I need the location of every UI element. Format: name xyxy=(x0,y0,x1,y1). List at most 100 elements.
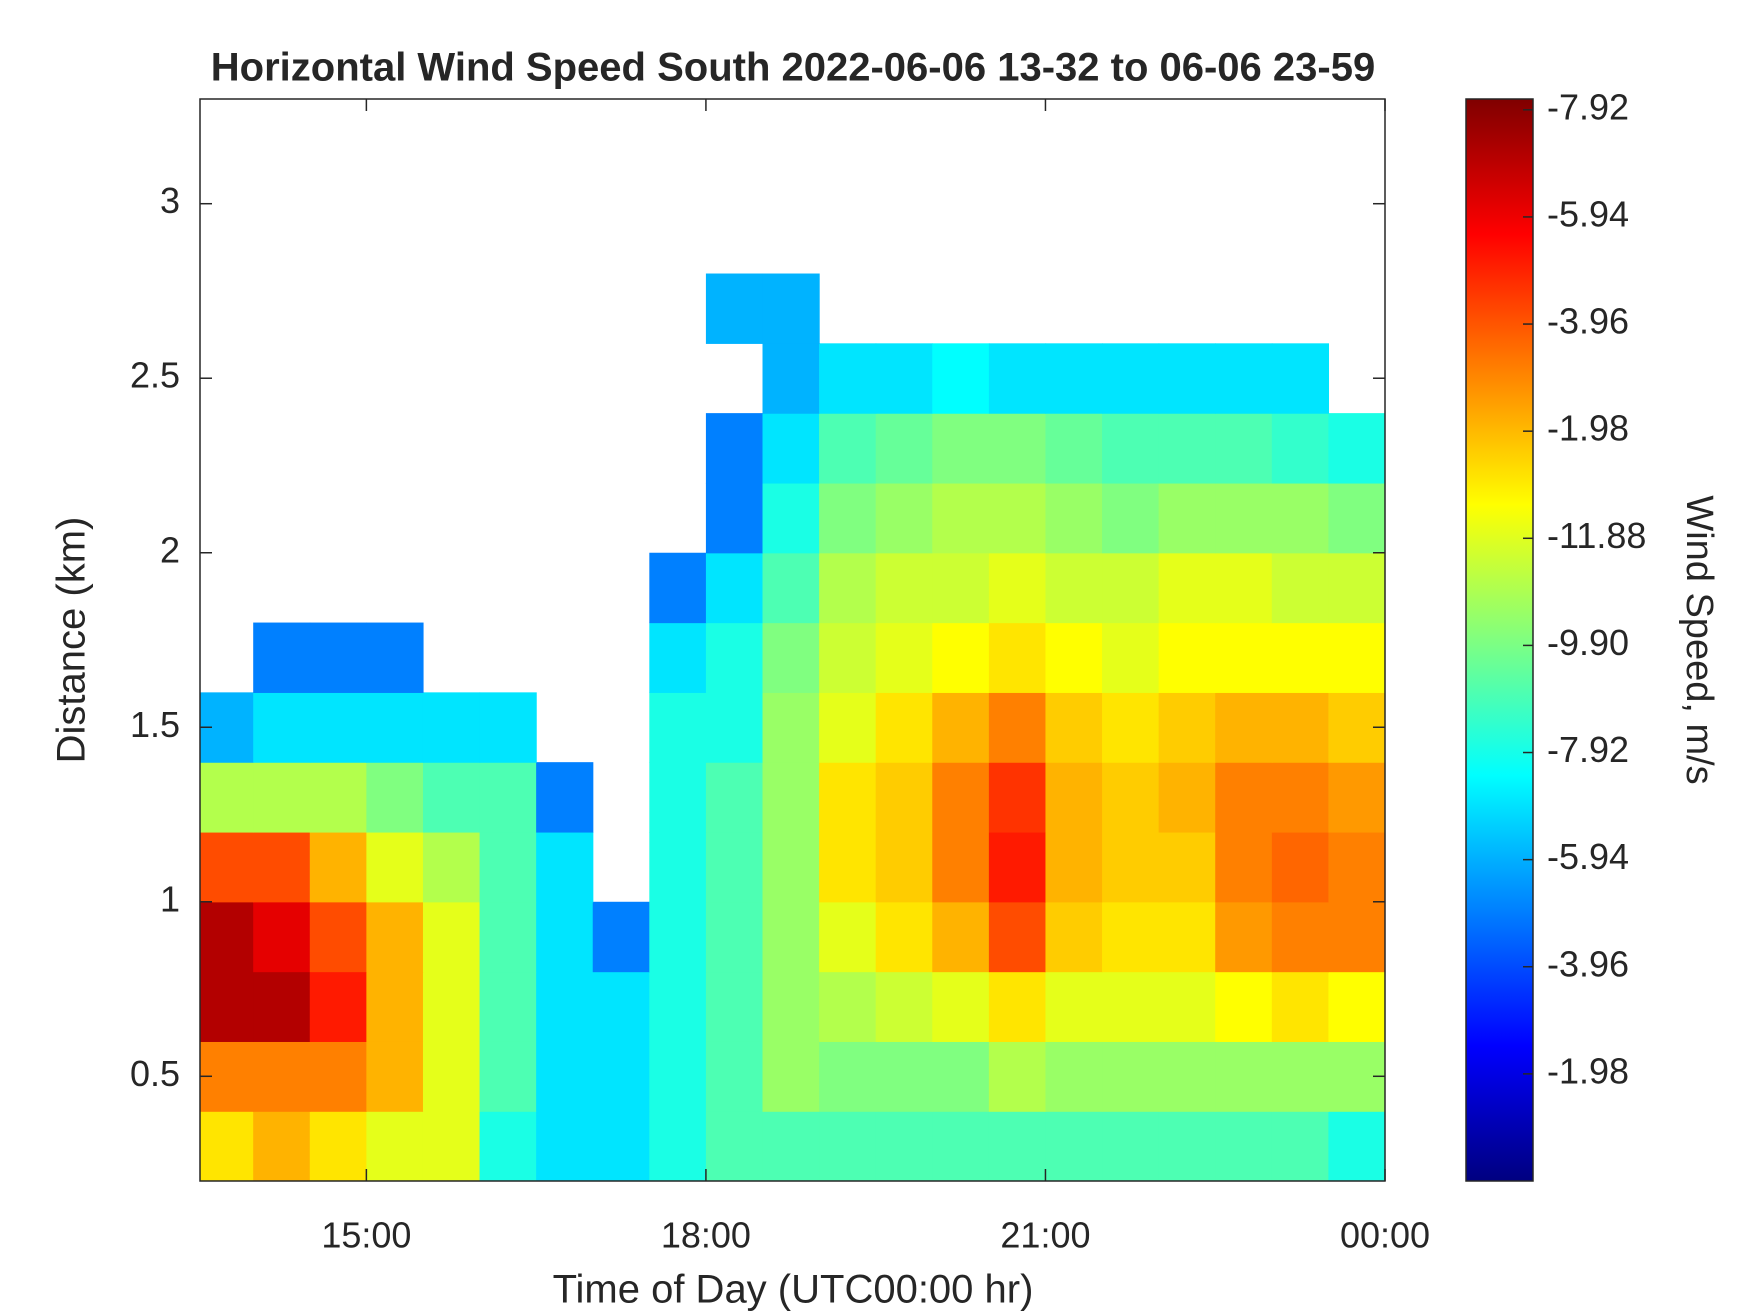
heat-cell xyxy=(309,622,367,693)
heat-cell xyxy=(253,831,311,903)
heat-cell xyxy=(1215,971,1273,1042)
heat-cell xyxy=(200,1111,254,1181)
heat-cell xyxy=(875,482,933,554)
heat-cell xyxy=(1158,692,1216,763)
heat-cell xyxy=(253,762,311,833)
heat-cell xyxy=(309,762,367,833)
heat-cell xyxy=(1158,1041,1216,1112)
heat-cell xyxy=(819,413,877,484)
heat-cell xyxy=(1215,552,1273,624)
heat-cell xyxy=(1271,552,1330,624)
heat-cell xyxy=(875,343,933,414)
heat-cell xyxy=(1102,343,1160,414)
heat-cell xyxy=(422,1111,481,1181)
heat-cell xyxy=(762,831,820,903)
heat-cell xyxy=(1045,901,1103,973)
heat-cell xyxy=(1158,413,1216,484)
heat-cell xyxy=(479,1041,537,1112)
heat-cell xyxy=(479,1111,537,1181)
heat-cell xyxy=(705,552,764,624)
heat-cell xyxy=(1328,622,1385,693)
heat-cell xyxy=(309,971,367,1042)
heat-cell xyxy=(705,971,764,1042)
heat-cell xyxy=(366,692,424,763)
heat-cell xyxy=(932,831,990,903)
heat-cell xyxy=(988,413,1047,484)
heat-cell xyxy=(366,762,424,833)
heat-cell xyxy=(366,1111,424,1181)
heat-cell xyxy=(253,1111,311,1181)
heat-cell xyxy=(1045,413,1103,484)
heat-cell xyxy=(762,413,820,484)
heat-cell xyxy=(1045,1041,1103,1112)
heat-cell xyxy=(819,1111,877,1181)
heat-cell xyxy=(200,831,254,903)
heat-cell xyxy=(200,901,254,973)
heat-cell xyxy=(819,831,877,903)
heat-cell xyxy=(1045,1111,1103,1181)
heat-cell xyxy=(1045,552,1103,624)
heat-cell xyxy=(819,552,877,624)
heat-cell xyxy=(1215,831,1273,903)
heat-cell xyxy=(988,901,1047,973)
heat-cell xyxy=(422,971,481,1042)
heat-cell xyxy=(1328,971,1385,1042)
heat-cell xyxy=(649,1041,707,1112)
heat-cell xyxy=(422,692,481,763)
heat-cell xyxy=(1271,413,1330,484)
heat-cell xyxy=(875,552,933,624)
heat-cell xyxy=(592,971,650,1042)
heat-cell xyxy=(1215,343,1273,414)
heat-cell xyxy=(932,901,990,973)
colorbar-label: Wind Speed, m/s xyxy=(1678,495,1720,784)
colorbar-tick-label: -5.94 xyxy=(1547,836,1629,877)
heat-cell xyxy=(536,762,594,833)
heat-cell xyxy=(1045,482,1103,554)
heat-cell xyxy=(422,831,481,903)
heat-cell xyxy=(1045,692,1103,763)
heat-cell xyxy=(705,413,764,484)
heat-cell xyxy=(309,1041,367,1112)
heat-cell xyxy=(536,901,594,973)
heat-cell xyxy=(705,762,764,833)
heat-cell xyxy=(366,901,424,973)
heat-cell xyxy=(1328,831,1385,903)
heat-cell xyxy=(1328,413,1385,484)
heat-cell xyxy=(1271,971,1330,1042)
heat-cell xyxy=(366,971,424,1042)
heat-cell xyxy=(762,622,820,693)
heat-cell xyxy=(705,1111,764,1181)
heat-cell xyxy=(1271,901,1330,973)
heat-cell xyxy=(932,762,990,833)
heat-cell xyxy=(875,1041,933,1112)
heat-cell xyxy=(309,901,367,973)
heat-cell xyxy=(1102,552,1160,624)
heat-cell xyxy=(819,971,877,1042)
y-axis-label: Distance (km) xyxy=(50,517,94,764)
heat-cell xyxy=(988,1041,1047,1112)
heat-cell xyxy=(1328,482,1385,554)
heatmap xyxy=(200,273,1385,1181)
heat-cell xyxy=(1215,692,1273,763)
colorbar xyxy=(1465,98,1534,1182)
heat-cell xyxy=(762,1041,820,1112)
heat-cell xyxy=(536,831,594,903)
heat-cell xyxy=(705,622,764,693)
heat-cell xyxy=(932,692,990,763)
heat-cell xyxy=(932,1111,990,1181)
heat-cell xyxy=(1328,762,1385,833)
heat-cell xyxy=(649,901,707,973)
heat-cell xyxy=(1215,622,1273,693)
heat-cell xyxy=(875,413,933,484)
heat-cell xyxy=(932,1041,990,1112)
heat-cell xyxy=(253,692,311,763)
heat-cell xyxy=(1045,622,1103,693)
heat-cell xyxy=(1271,692,1330,763)
heat-cell xyxy=(819,482,877,554)
heat-cell xyxy=(988,343,1047,414)
heat-cell xyxy=(762,901,820,973)
colorbar-tick-label: -1.98 xyxy=(1547,408,1629,449)
heat-cell xyxy=(1271,622,1330,693)
x-tick-label: 00:00 xyxy=(1340,1215,1430,1256)
